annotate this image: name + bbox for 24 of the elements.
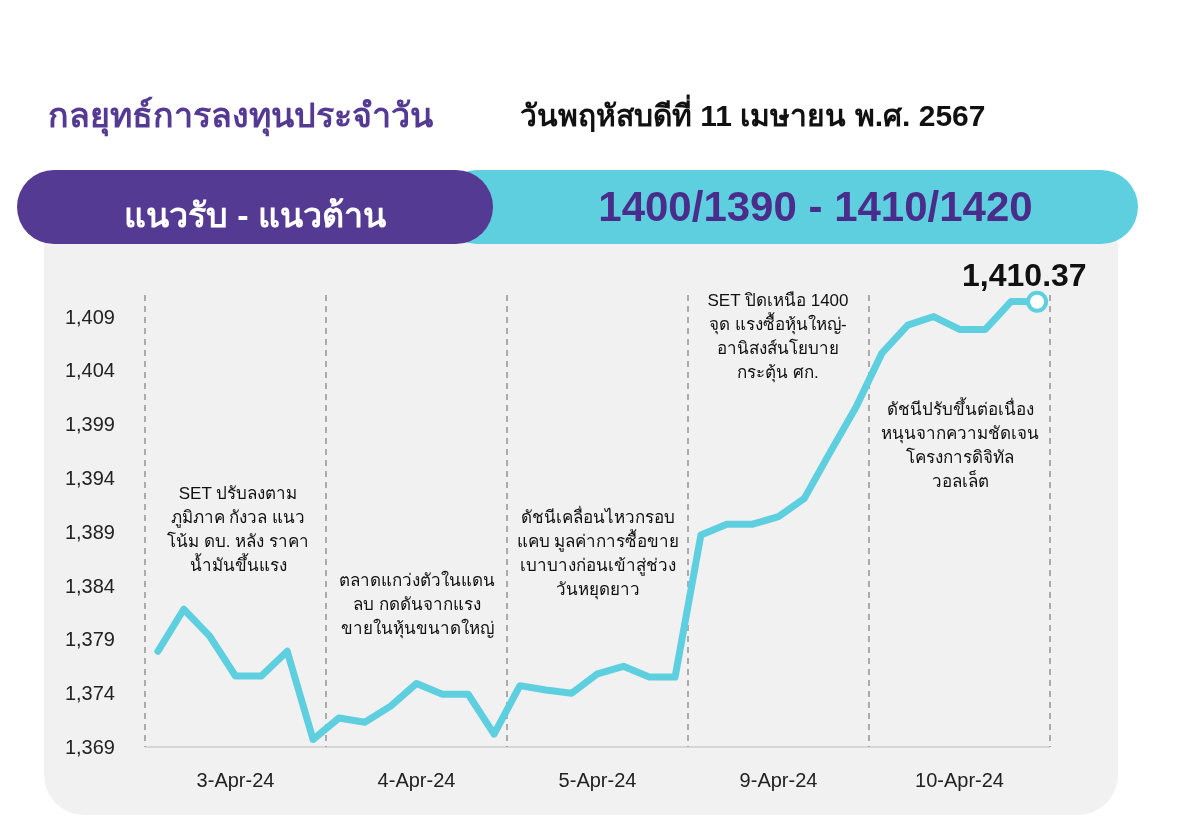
y-tick-label: 1,394 xyxy=(64,466,115,489)
x-tick-label: 10-Apr-24 xyxy=(915,769,1004,791)
y-tick-label: 1,379 xyxy=(64,628,115,651)
annotation: ตลาดแกว่งตัวในแดน ลบ กดดันจากแรง ขายในหุ้นขนาดใหญ่ xyxy=(338,569,496,641)
annotation: SET ปรับลงตาม ภูมิภาค กังวล แนวโน้ม ดบ. หลัง ราคาน้ำมันขึ้นแรง xyxy=(166,483,310,577)
y-tick-label: 1,409 xyxy=(64,305,115,328)
annotation: ดัชนีเคลื่อนไหวกรอบ แคบ มูลค่าการซื้อขาย เบาบางก่อนเข้าสู่ช่วง วันหยุดยาว xyxy=(515,506,681,602)
chart-title: กลยุทธ์การลงทุนประจำวัน xyxy=(48,95,433,139)
y-tick-label: 1,384 xyxy=(64,574,115,597)
chart-subtitle: วันพฤหัสบดีที่ 11 เมษายน พ.ศ. 2567 xyxy=(520,93,986,134)
annotation: 1,410.37 xyxy=(962,256,1087,294)
x-tick-label: 9-Apr-24 xyxy=(739,769,818,791)
annotation: SET ปิดเหนือ 1400 จุด แรงซื้อหุ้นใหญ่- อานิสงส์นโยบาย กระตุ้น ศก. xyxy=(706,290,850,385)
text: 1400/1390 - 1410/1420 xyxy=(597,183,1034,231)
x-tick-label: 4-Apr-24 xyxy=(377,769,456,791)
x-tick-label: 3-Apr-24 xyxy=(196,769,275,791)
y-tick-label: 1,389 xyxy=(64,520,115,543)
y-tick-label: 1,369 xyxy=(64,736,115,758)
text: แนวรับ - แนวต้าน xyxy=(122,195,388,236)
y-tick-label: 1,399 xyxy=(64,413,115,436)
y-tick-label: 1,404 xyxy=(64,359,115,382)
annotation: ดัชนีปรับขึ้นต่อเนื่อง หนุนจากความชัดเจน โครงการดิจิทัลวอลเล็ต xyxy=(880,398,1040,493)
y-tick-label: 1,374 xyxy=(64,682,115,705)
x-tick-label: 5-Apr-24 xyxy=(558,769,637,791)
